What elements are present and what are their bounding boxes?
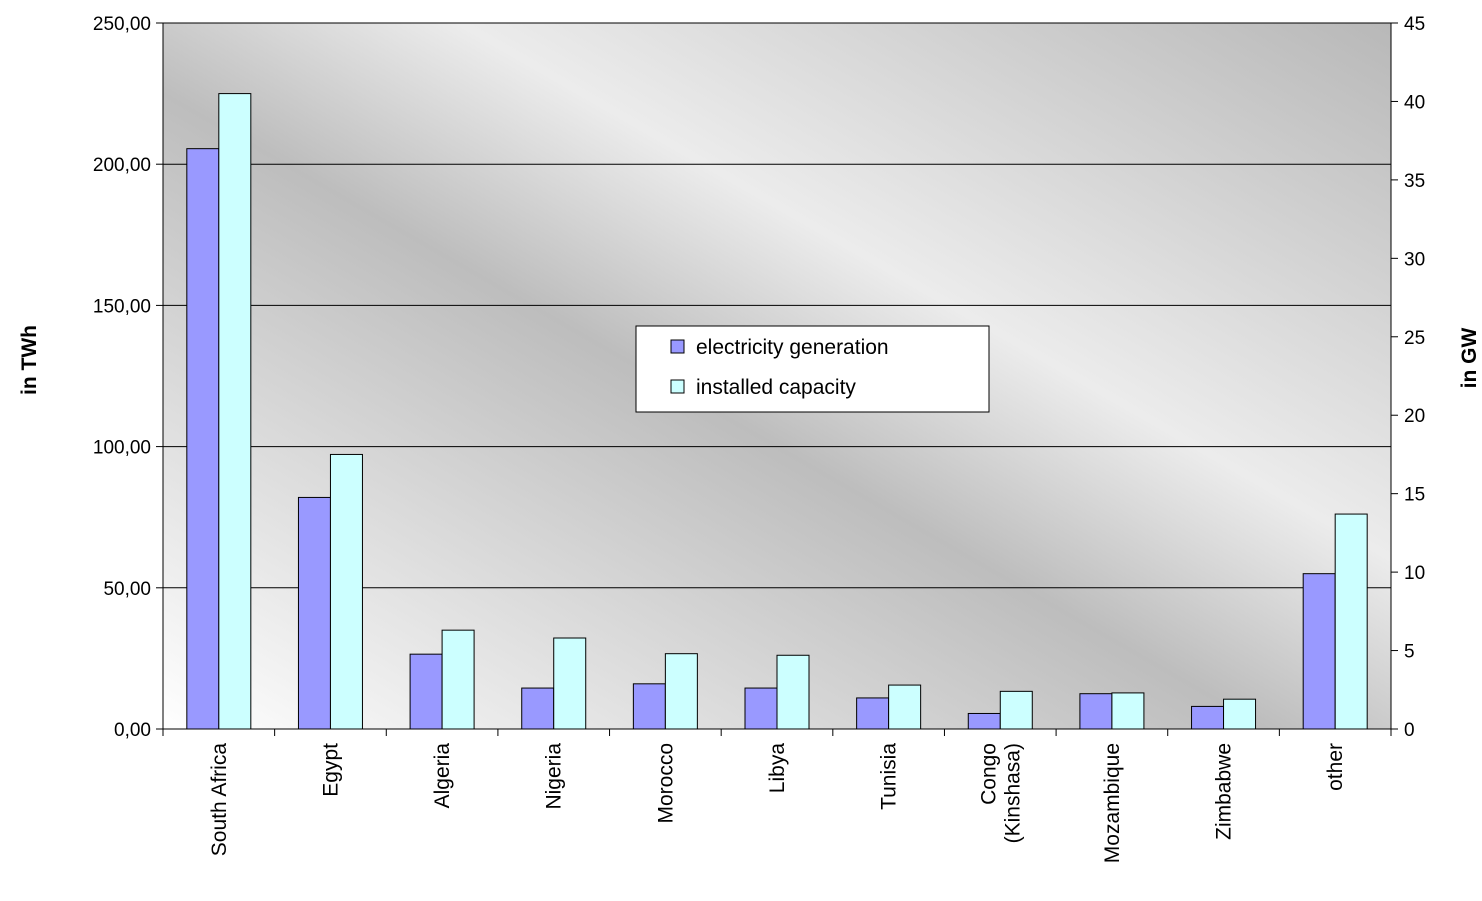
legend-swatch-capacity <box>670 379 685 394</box>
gridlines <box>163 22 1391 589</box>
bar-generation <box>297 496 331 730</box>
x-tick-label: South Africa <box>208 743 231 857</box>
bar-capacity <box>218 93 252 730</box>
y2-tick-label: 0 <box>1404 720 1415 741</box>
bar-generation <box>1191 705 1225 730</box>
bar-generation <box>1079 693 1113 730</box>
x-tick-label: Tunisia <box>878 743 901 810</box>
bar-capacity <box>1111 692 1145 730</box>
legend-label-generation: electricity generation <box>696 336 889 359</box>
x-tick-label: Egypt <box>319 743 342 797</box>
y2-tick-label: 25 <box>1404 328 1425 349</box>
axes <box>156 22 1398 736</box>
x-tick-label: Morocco <box>654 743 677 824</box>
y2-tick-label: 30 <box>1404 249 1425 270</box>
y-tick-label: 150,00 <box>93 296 151 317</box>
legend: electricity generation installed capacit… <box>635 325 990 413</box>
legend-swatch-generation <box>670 339 685 354</box>
bar-capacity <box>999 690 1033 730</box>
x-tick-label: Libya <box>766 743 789 794</box>
bar-generation <box>409 653 443 730</box>
bar-capacity <box>441 629 475 730</box>
x-tick-label: Algeria <box>431 743 454 809</box>
legend-label-capacity: installed capacity <box>696 376 856 399</box>
bar-generation <box>856 697 890 730</box>
x-tick-label: Zimbabwe <box>1213 743 1236 840</box>
bar-generation <box>632 683 666 730</box>
bars <box>186 93 1368 730</box>
bar-capacity <box>1334 513 1368 730</box>
y-tick-label: 100,00 <box>93 438 151 459</box>
legend-box <box>635 325 990 413</box>
bar-generation <box>521 687 555 730</box>
y2-tick-label: 35 <box>1404 171 1425 192</box>
y-tick-label: 0,00 <box>114 720 151 741</box>
bar-capacity <box>1223 698 1257 730</box>
x-tick-label: Mozambique <box>1101 743 1124 863</box>
x-tick-label: (Kinshasa) <box>1001 743 1024 843</box>
x-tick-label: Congo <box>977 743 1000 805</box>
x-tick-label: other <box>1324 743 1347 791</box>
bar-capacity <box>888 684 922 730</box>
y-axis-title: in TWh <box>18 325 41 395</box>
bar-generation <box>744 687 778 730</box>
bar-generation <box>1302 573 1336 730</box>
y-tick-label: 250,00 <box>93 14 151 35</box>
y2-axis-title: in GW <box>1458 327 1481 388</box>
y2-tick-label: 40 <box>1404 92 1425 113</box>
bar-generation <box>967 712 1001 730</box>
y-tick-label: 200,00 <box>93 155 151 176</box>
x-tick-label: Nigeria <box>543 743 566 810</box>
y2-tick-label: 5 <box>1404 642 1415 663</box>
y2-tick-label: 10 <box>1404 563 1425 584</box>
bar-capacity <box>776 654 810 730</box>
y-tick-label: 50,00 <box>103 579 151 600</box>
y2-tick-label: 15 <box>1404 485 1425 506</box>
bar-capacity <box>329 453 363 730</box>
y2-tick-label: 20 <box>1404 406 1425 427</box>
y2-tick-label: 45 <box>1404 14 1425 35</box>
bar-capacity <box>553 637 587 730</box>
bar-capacity <box>664 653 698 730</box>
tick-labels: 0,00 50,00 100,00 150,00 200,00 250,00 0 5 10 15 2… <box>93 14 1425 863</box>
bar-generation <box>186 148 220 730</box>
